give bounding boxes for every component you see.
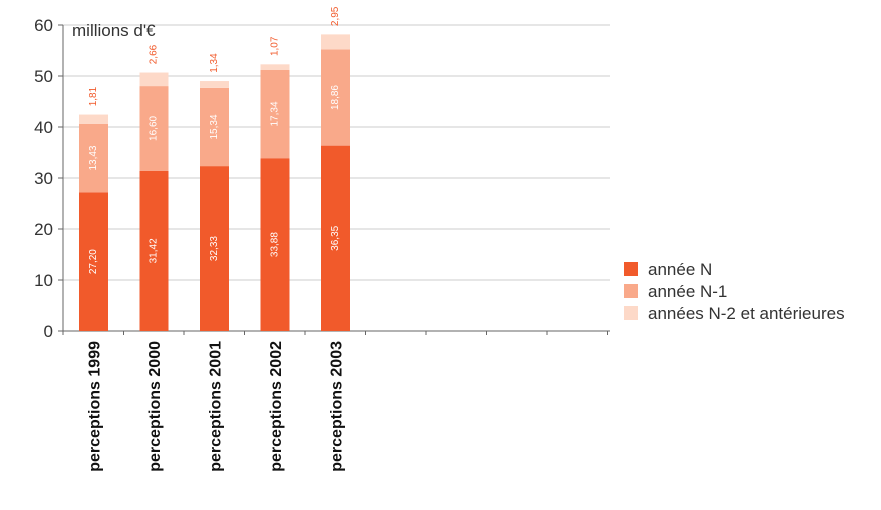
unit-label: millions d'€ — [72, 21, 156, 40]
data-label: 1,07 — [270, 36, 281, 56]
legend: année N année N-1 années N-2 et antérieure… — [624, 260, 845, 323]
bar-segment-annee-n — [200, 166, 229, 331]
y-tick-label: 40 — [34, 118, 53, 137]
data-label: 15,34 — [209, 114, 220, 139]
category-label: perceptions 2002 — [268, 341, 285, 472]
category-labels: perceptions 1999 perceptions 2000 percepti… — [87, 341, 346, 472]
bar-segment-annee-n — [139, 170, 169, 331]
category-label: perceptions 2001 — [208, 341, 225, 472]
data-label: 18,86 — [330, 85, 341, 110]
bar-segment-annee-n — [79, 192, 108, 331]
bar-segment-annees-n-2 — [321, 34, 350, 50]
bars — [79, 34, 350, 331]
data-label: 36,35 — [330, 225, 341, 250]
data-label: 27,20 — [88, 249, 99, 274]
legend-label: années N-2 et antérieures — [648, 304, 845, 323]
data-labels: 27,20 13,43 1,81 31,42 16,60 2,66 32,33 15,34 1,… — [88, 6, 341, 274]
bar-segment-annee-n-1 — [79, 123, 108, 193]
data-label: 32,33 — [209, 236, 220, 261]
legend-swatch — [624, 284, 638, 298]
bar-segment-annee-n — [260, 158, 290, 331]
data-label: 33,88 — [270, 232, 281, 257]
data-label: 13,43 — [88, 145, 99, 170]
bar-segment-annee-n-1 — [321, 49, 350, 146]
legend-swatch — [624, 262, 638, 276]
legend-swatch — [624, 306, 638, 320]
y-tick-label: 60 — [34, 16, 53, 35]
bar-segment-annees-n-2 — [139, 72, 169, 87]
data-label: 2,95 — [330, 6, 341, 26]
data-label: 31,42 — [149, 238, 160, 263]
bar-segment-annee-n-1 — [139, 86, 169, 171]
category-label: perceptions 2000 — [147, 341, 164, 472]
y-tick-label: 20 — [34, 220, 53, 239]
data-label: 17,34 — [270, 101, 281, 126]
bar-segment-annee-n — [321, 145, 350, 331]
category-label: perceptions 2003 — [329, 341, 346, 472]
y-tick-label: 10 — [34, 271, 53, 290]
legend-label: année N-1 — [648, 282, 727, 301]
bar-segment-annee-n-1 — [260, 69, 290, 159]
y-tick-label: 0 — [44, 322, 53, 341]
data-label: 1,81 — [88, 86, 99, 106]
data-label: 16,60 — [149, 115, 160, 140]
y-tick-label: 30 — [34, 169, 53, 188]
category-label: perceptions 1999 — [87, 341, 104, 472]
y-tick-label: 50 — [34, 67, 53, 86]
legend-label: année N — [648, 260, 712, 279]
bar-segment-annees-n-2 — [200, 81, 229, 88]
data-label: 2,66 — [149, 44, 160, 64]
data-label: 1,34 — [209, 53, 220, 73]
bar-segment-annees-n-2 — [79, 114, 108, 124]
bar-segment-annees-n-2 — [260, 64, 290, 70]
bar-segment-annee-n-1 — [200, 87, 229, 167]
